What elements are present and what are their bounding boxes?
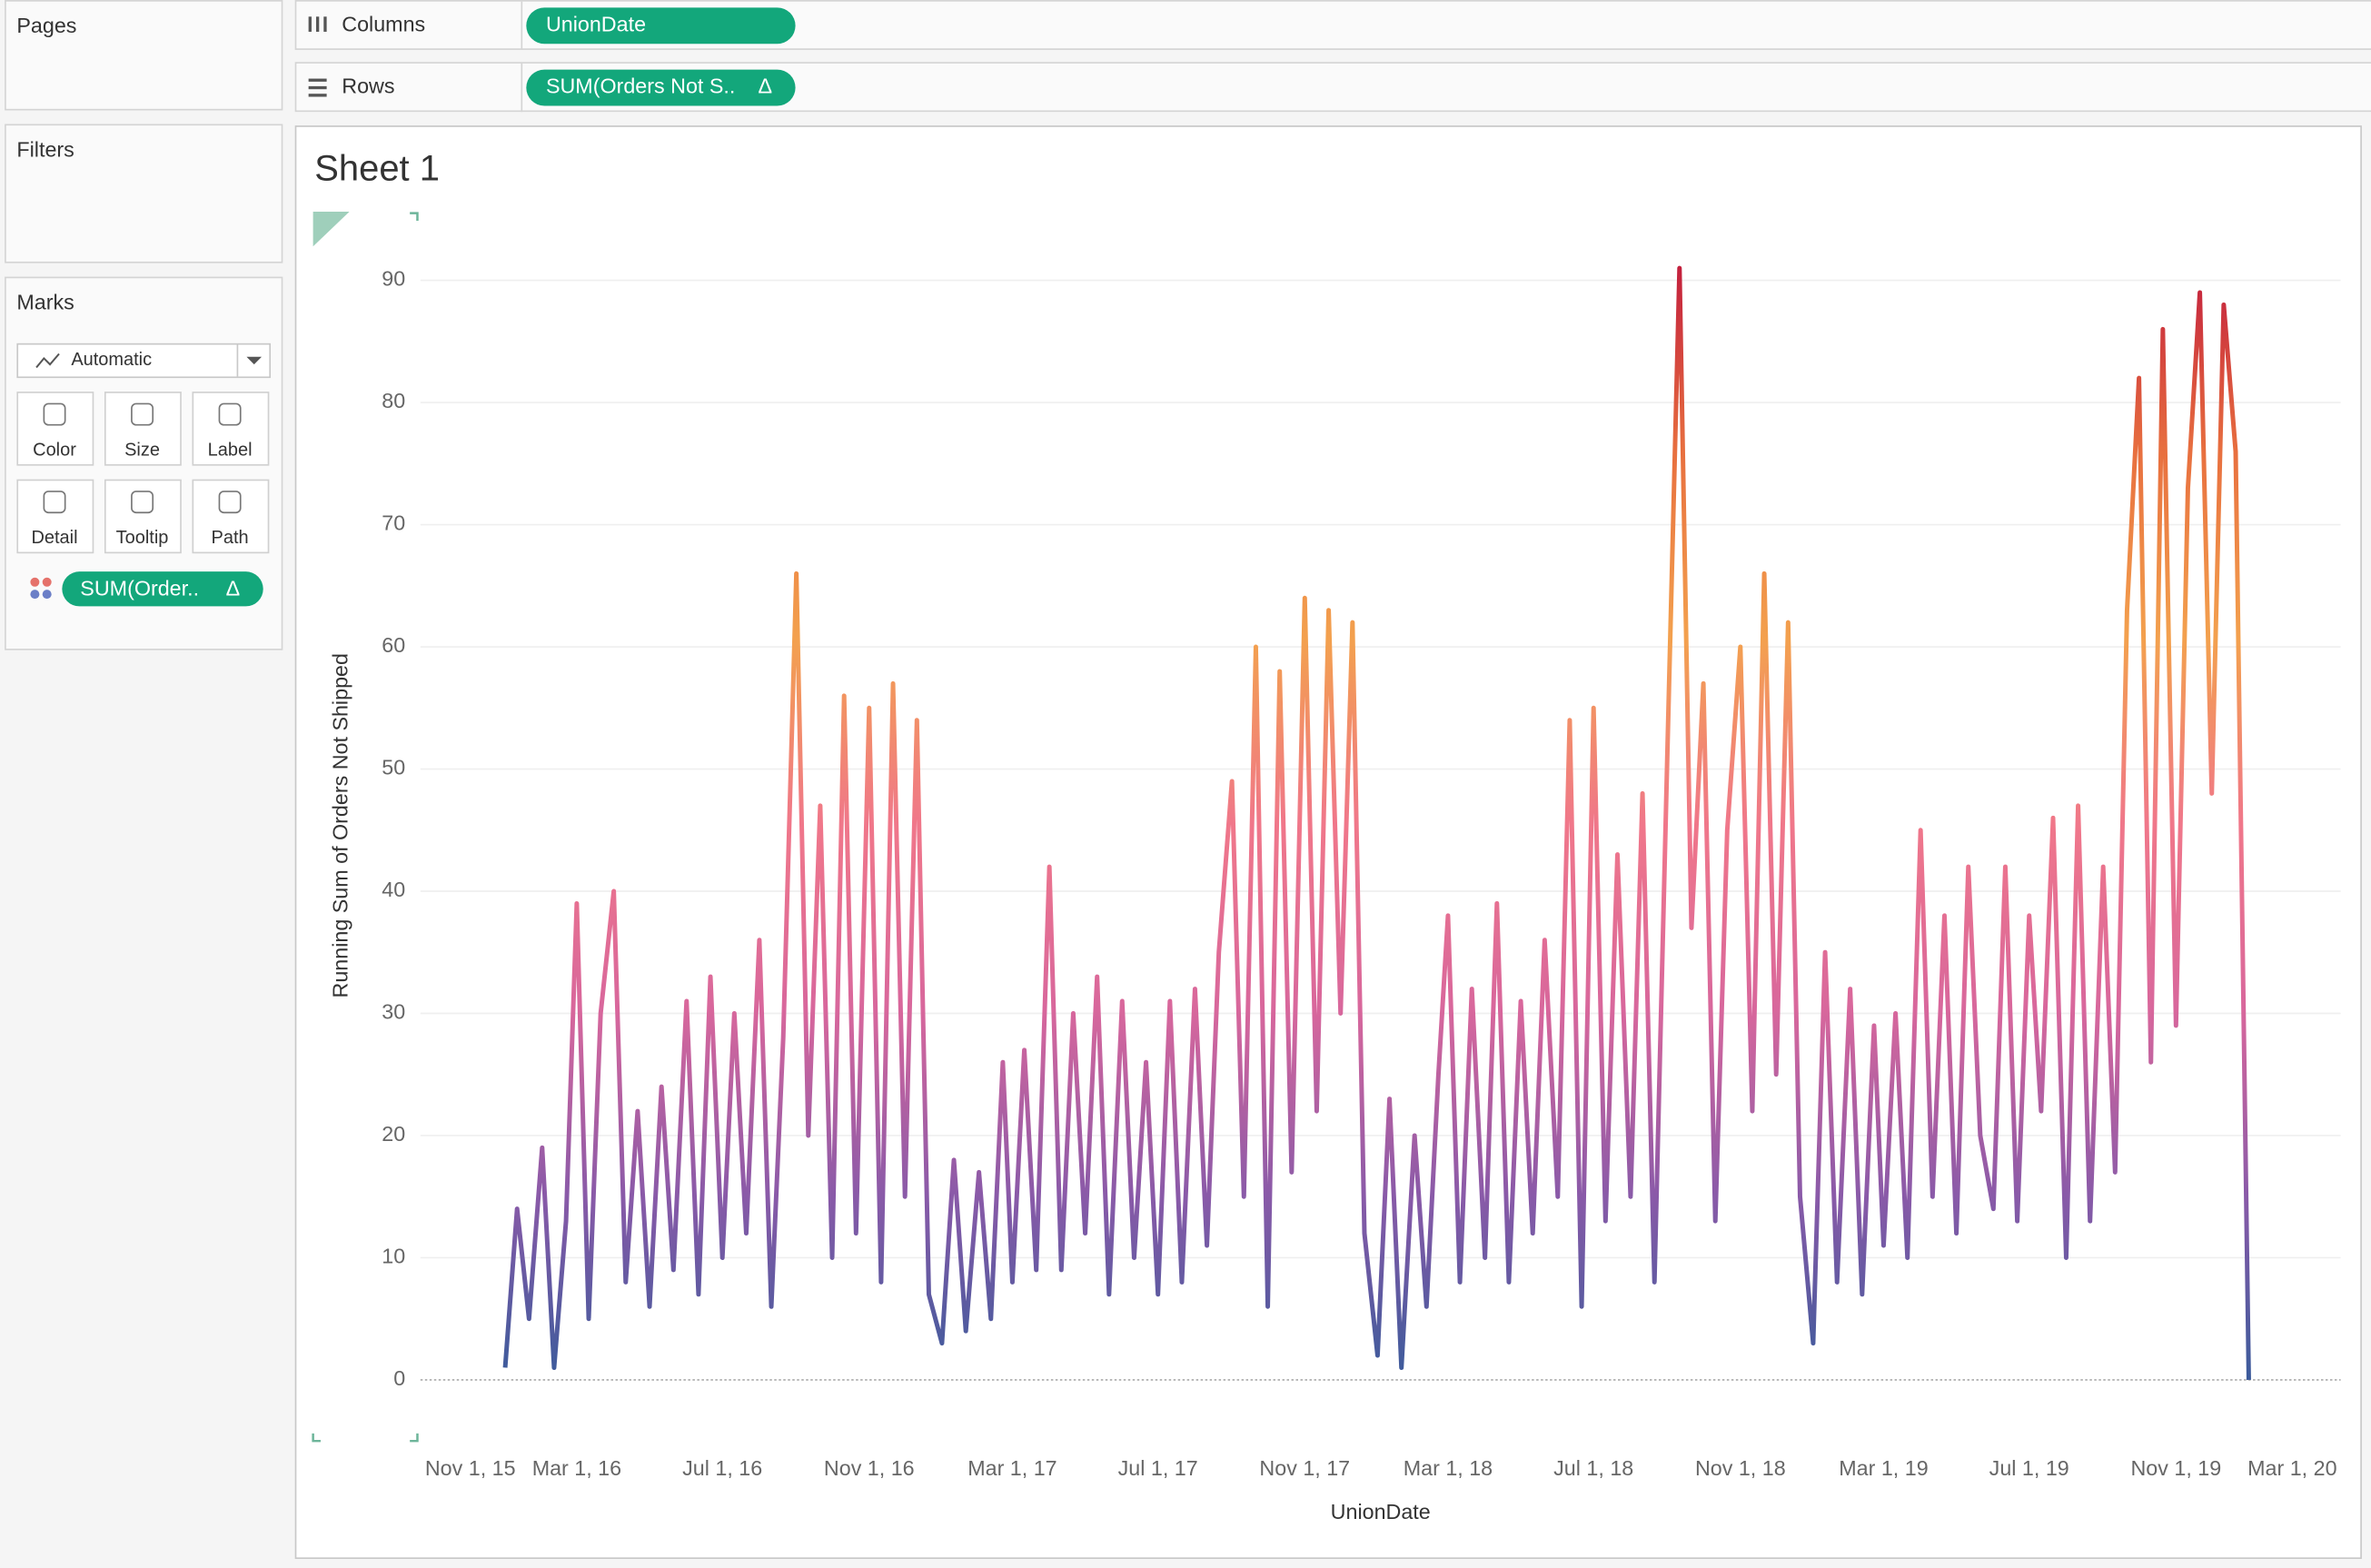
pages-pane[interactable] <box>5 0 283 111</box>
rows-icon <box>308 78 327 97</box>
card-icon <box>218 402 242 426</box>
card-icon <box>43 402 66 426</box>
x-tick-label: Jul 1, 19 <box>1989 1456 2069 1480</box>
y-tick-label: 40 <box>382 878 405 901</box>
y-tick-label: 80 <box>382 389 405 412</box>
sheet-view <box>294 125 2362 1560</box>
y-tick-label: 50 <box>382 756 405 779</box>
mark-card-label: Tooltip <box>116 528 169 548</box>
corner-brackets <box>312 212 419 1443</box>
x-tick-label: Nov 1, 16 <box>824 1456 915 1480</box>
mark-card-label: Detail <box>31 528 77 548</box>
x-tick-label: Nov 1, 17 <box>1259 1456 1350 1480</box>
mark-type-dropdown[interactable] <box>16 342 272 379</box>
x-tick-label: Mar 1, 20 <box>2247 1456 2336 1480</box>
filters-pane[interactable] <box>5 124 283 263</box>
columns-pill-text: UnionDate <box>546 12 646 35</box>
pill-icon: Δ <box>226 576 241 600</box>
mark-card-label: Color <box>33 440 76 460</box>
color-dot <box>30 590 40 600</box>
mark-card-label: Size <box>124 440 160 460</box>
data-line <box>502 265 2251 1380</box>
pill-icon: Δ <box>759 74 773 98</box>
card-icon <box>218 491 242 514</box>
rows-pill[interactable] <box>526 69 796 106</box>
color-dot <box>42 577 52 587</box>
card-icon <box>131 491 154 514</box>
x-tick-label: Nov 1, 18 <box>1695 1456 1786 1480</box>
rows-label: Rows <box>342 74 394 98</box>
x-tick-label: Nov 1, 19 <box>2130 1456 2221 1480</box>
line-icon <box>35 352 60 369</box>
x-axis-label: UnionDate <box>1331 1500 1431 1523</box>
x-tick-label: Mar 1, 18 <box>1404 1456 1493 1480</box>
mark-type: Automatic <box>71 350 152 370</box>
color-pill-text: SUM(Order.. <box>80 576 199 600</box>
color-dot <box>30 577 40 587</box>
y-tick-label: 30 <box>382 1000 405 1024</box>
dropdown-arrow <box>246 356 263 365</box>
corner-marker <box>312 212 350 247</box>
x-tick-label: Jul 1, 17 <box>1118 1456 1198 1480</box>
mark-card-label: Path <box>212 528 249 548</box>
card-icon <box>43 491 66 514</box>
rows-pill-text: SUM(Orders Not S.. <box>546 74 735 98</box>
columns-icon <box>308 16 327 32</box>
sheet-title: Sheet 1 <box>314 149 440 189</box>
x-tick-label: Jul 1, 16 <box>682 1456 762 1480</box>
color-pill[interactable] <box>62 571 263 607</box>
y-tick-label: 0 <box>393 1366 405 1390</box>
plot-area: 0 10 20 30 40 50 60 70 80 90 Nov 1, 15 Mar 1, 16 Jul… <box>382 265 2341 1480</box>
x-tick-label: Jul 1, 18 <box>1553 1456 1633 1480</box>
y-tick-label: 90 <box>382 267 405 291</box>
y-tick-label: 10 <box>382 1245 405 1268</box>
y-tick-label: 20 <box>382 1122 405 1146</box>
filters-label: Filters <box>16 138 74 162</box>
pages-label: Pages <box>16 14 76 37</box>
x-tick-label: Nov 1, 15 <box>425 1456 516 1480</box>
marks-label: Marks <box>16 291 74 314</box>
y-tick-label: 60 <box>382 633 405 657</box>
x-tick-label: Mar 1, 16 <box>532 1456 621 1480</box>
y-axis-label: Running Sum of Orders Not Shipped <box>328 653 352 997</box>
mark-cards: Color Size Label Detail Tooltip Path <box>16 392 270 554</box>
x-tick-label: Mar 1, 19 <box>1839 1456 1928 1480</box>
y-tick-label: 70 <box>382 511 405 535</box>
mark-card-label: Label <box>208 440 253 460</box>
card-icon <box>131 402 154 426</box>
columns-label: Columns <box>342 12 425 35</box>
x-tick-label: Mar 1, 17 <box>967 1456 1057 1480</box>
columns-pill[interactable] <box>526 7 796 45</box>
color-dot <box>42 590 52 600</box>
